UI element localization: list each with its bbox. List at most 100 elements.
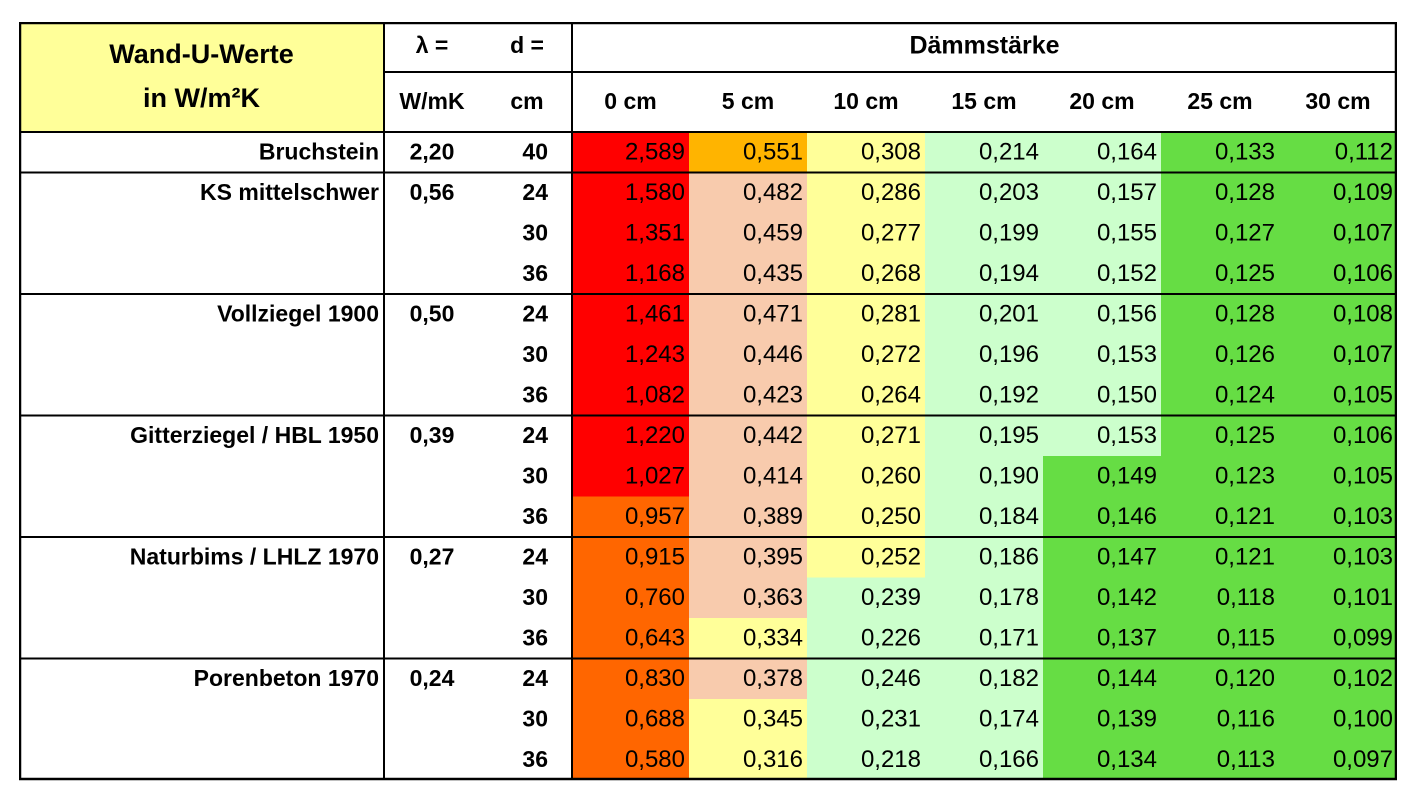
value-cell <box>572 375 689 416</box>
value-label: 0,580 <box>625 746 685 773</box>
value-cell <box>572 537 689 578</box>
value-cell <box>1043 415 1161 456</box>
value-label: 0,239 <box>861 584 921 611</box>
value-label: 0,264 <box>861 382 921 409</box>
value-label: 1,168 <box>625 260 685 287</box>
value-label: 0,268 <box>861 260 921 287</box>
value-label: 0,214 <box>979 139 1039 166</box>
value-label: 0,435 <box>743 260 803 287</box>
value-label: 0,109 <box>1333 179 1393 206</box>
value-cell <box>1043 496 1161 537</box>
value-cell <box>1279 456 1397 497</box>
value-label: 0,174 <box>979 706 1039 733</box>
value-label: 0,286 <box>861 179 921 206</box>
value-cell <box>1161 253 1279 294</box>
value-label: 0,105 <box>1333 463 1393 490</box>
value-cell <box>1279 415 1397 456</box>
insulation-header: Dämmstärke <box>909 32 1059 60</box>
value-label: 0,144 <box>1097 665 1157 692</box>
lambda-header: λ = <box>416 32 449 58</box>
value-cell <box>572 253 689 294</box>
value-label: 0,423 <box>743 382 803 409</box>
value-label: 0,102 <box>1333 665 1393 692</box>
value-label: 1,243 <box>625 341 685 368</box>
column-header: 15 cm <box>951 88 1016 114</box>
value-label: 0,149 <box>1097 463 1157 490</box>
value-label: 0,271 <box>861 422 921 449</box>
unit-label: in W/m²K <box>143 83 260 113</box>
value-label: 0,277 <box>861 220 921 247</box>
value-cell <box>1043 618 1161 659</box>
material-name: Gitterziegel / HBL 1950 <box>130 422 379 448</box>
value-cell <box>807 213 925 254</box>
value-cell <box>1279 253 1397 294</box>
value-cell <box>1161 132 1279 173</box>
value-cell <box>689 618 807 659</box>
value-cell <box>925 132 1043 173</box>
value-label: 1,220 <box>625 422 685 449</box>
wall-thickness: 24 <box>522 300 548 326</box>
value-label: 0,363 <box>743 584 803 611</box>
value-cell <box>689 172 807 213</box>
value-cell <box>1043 334 1161 375</box>
title-cell-bg <box>19 22 384 132</box>
value-label: 0,113 <box>1217 746 1275 773</box>
value-cell <box>925 253 1043 294</box>
value-cell <box>807 253 925 294</box>
value-cell <box>1279 213 1397 254</box>
value-label: 0,128 <box>1215 301 1275 328</box>
material-name: Bruchstein <box>259 138 379 164</box>
value-label: 0,103 <box>1333 503 1393 530</box>
d-header: d = <box>510 32 544 58</box>
value-label: 0,395 <box>743 544 803 571</box>
value-label: 0,101 <box>1333 584 1393 611</box>
value-cell <box>925 294 1043 335</box>
wall-thickness: 36 <box>522 260 548 286</box>
value-label: 1,351 <box>625 220 685 247</box>
value-label: 0,097 <box>1333 746 1393 773</box>
value-cell <box>689 375 807 416</box>
value-label: 0,957 <box>625 503 685 530</box>
value-cell <box>1279 699 1397 740</box>
value-cell <box>572 739 689 780</box>
value-label: 0,250 <box>861 503 921 530</box>
value-cell <box>1043 172 1161 213</box>
value-label: 0,760 <box>625 584 685 611</box>
value-cell <box>807 699 925 740</box>
value-cell <box>1161 456 1279 497</box>
value-label: 0,482 <box>743 179 803 206</box>
wall-thickness: 36 <box>522 746 548 772</box>
value-label: 1,461 <box>625 301 685 328</box>
value-cell <box>689 213 807 254</box>
value-cell <box>925 213 1043 254</box>
value-cell <box>925 739 1043 780</box>
lambda-value: 0,27 <box>410 543 455 569</box>
value-cell <box>807 658 925 699</box>
column-header: 25 cm <box>1187 88 1252 114</box>
value-cell <box>1279 658 1397 699</box>
value-cell <box>572 699 689 740</box>
value-label: 0,194 <box>979 260 1039 287</box>
value-cell <box>572 577 689 618</box>
wall-thickness: 24 <box>522 422 548 448</box>
value-cell <box>572 334 689 375</box>
value-cell <box>572 213 689 254</box>
value-label: 0,471 <box>743 301 803 328</box>
material-name: Naturbims / LHLZ 1970 <box>130 543 379 569</box>
value-label: 0,115 <box>1217 625 1275 652</box>
value-label: 0,106 <box>1333 422 1393 449</box>
value-label: 0,345 <box>743 706 803 733</box>
value-cell <box>689 415 807 456</box>
material-name: Porenbeton 1970 <box>194 665 379 691</box>
wall-thickness: 24 <box>522 665 548 691</box>
wall-thickness: 24 <box>522 179 548 205</box>
value-label: 0,108 <box>1333 301 1393 328</box>
value-cell <box>689 456 807 497</box>
value-cell <box>689 334 807 375</box>
value-label: 0,915 <box>625 544 685 571</box>
value-label: 0,147 <box>1097 544 1157 571</box>
value-label: 0,378 <box>743 665 803 692</box>
value-label: 0,127 <box>1215 220 1275 247</box>
d-unit: cm <box>510 88 543 114</box>
lambda-value: 0,24 <box>410 665 455 691</box>
